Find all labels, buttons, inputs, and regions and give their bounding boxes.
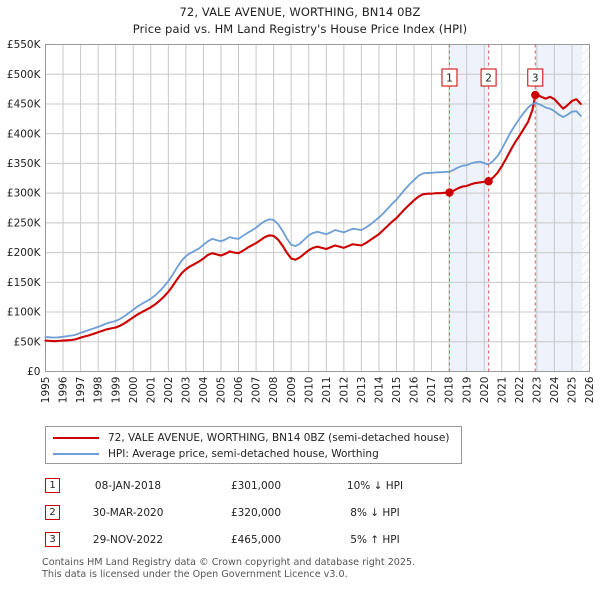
svg-text:£500K: £500K <box>7 69 42 81</box>
svg-text:2020: 2020 <box>479 377 491 404</box>
svg-text:2025: 2025 <box>567 377 579 404</box>
svg-text:1995: 1995 <box>40 377 52 404</box>
marker-callout-1[interactable]: 1 <box>441 68 458 87</box>
svg-text:2015: 2015 <box>391 377 403 404</box>
svg-text:£100K: £100K <box>7 307 42 319</box>
x-axis-labels: 1995 1996 1997 1998 1999 2000 2001 2002 2003 2004… <box>40 376 596 403</box>
marker-callout-2[interactable]: 2 <box>480 68 497 87</box>
chart-legend: 72, VALE AVENUE, WORTHING, BN14 0BZ (sem… <box>45 426 462 464</box>
svg-text:£0: £0 <box>27 366 40 378</box>
svg-text:2014: 2014 <box>374 376 386 403</box>
svg-text:2024: 2024 <box>549 376 561 403</box>
svg-text:2026: 2026 <box>584 376 596 403</box>
svg-text:1996: 1996 <box>58 376 70 403</box>
txn-hpi-delta: 10% ↓ HPI <box>346 479 404 492</box>
svg-text:2011: 2011 <box>321 377 333 404</box>
svg-text:£550K: £550K <box>7 39 42 51</box>
txn-date: 30-MAR-2020 <box>92 506 164 519</box>
plot-frame <box>45 44 590 372</box>
svg-text:2009: 2009 <box>286 377 298 404</box>
svg-text:2021: 2021 <box>496 377 508 404</box>
svg-text:2010: 2010 <box>303 377 315 404</box>
svg-text:1: 1 <box>446 72 453 84</box>
svg-text:£250K: £250K <box>7 217 42 229</box>
txn-index-badge: 1 <box>45 478 60 493</box>
y-axis-labels: £0 £50K £100K £150K £200K £250K £300K £350K £400… <box>7 39 42 378</box>
svg-text:2016: 2016 <box>409 376 421 403</box>
txn-price: £301,000 <box>230 479 282 492</box>
transactions-table: 1 08-JAN-2018 £301,000 10% ↓ HPI 2 30-MA… <box>44 472 464 553</box>
svg-text:2007: 2007 <box>251 377 263 404</box>
svg-text:2008: 2008 <box>268 377 280 404</box>
table-row[interactable]: 3 29-NOV-2022 £465,000 5% ↑ HPI <box>44 526 464 553</box>
svg-text:1997: 1997 <box>75 377 87 404</box>
svg-text:2022: 2022 <box>514 377 526 404</box>
svg-text:£400K: £400K <box>7 128 42 140</box>
legend-label-hpi: HPI: Average price, semi-detached house,… <box>108 448 379 460</box>
txn-index-badge: 3 <box>45 532 60 547</box>
svg-text:£350K: £350K <box>7 158 42 170</box>
svg-text:£50K: £50K <box>14 336 42 348</box>
svg-text:2003: 2003 <box>180 377 192 404</box>
svg-text:2001: 2001 <box>145 377 157 404</box>
txn-date: 08-JAN-2018 <box>94 479 162 492</box>
svg-text:2013: 2013 <box>356 377 368 404</box>
marker-callouts[interactable]: 1 2 3 <box>441 68 544 87</box>
txn-price: £320,000 <box>230 506 282 519</box>
svg-text:3: 3 <box>532 72 539 84</box>
svg-text:£450K: £450K <box>7 99 42 111</box>
footer-attribution: Contains HM Land Registry data © Crown c… <box>42 557 582 580</box>
marker-dots <box>445 90 540 197</box>
table-row[interactable]: 1 08-JAN-2018 £301,000 10% ↓ HPI <box>44 472 464 499</box>
svg-text:1999: 1999 <box>110 377 122 404</box>
marker-callout-3[interactable]: 3 <box>527 68 544 87</box>
legend-item-hpi: HPI: Average price, semi-detached house,… <box>46 446 461 462</box>
svg-text:2005: 2005 <box>216 377 228 404</box>
txn-hpi-delta: 5% ↑ HPI <box>350 533 400 546</box>
txn-index-badge: 2 <box>45 505 60 520</box>
txn-date: 29-NOV-2022 <box>92 533 164 546</box>
svg-text:1998: 1998 <box>93 377 105 404</box>
txn-price: £465,000 <box>230 533 282 546</box>
page-title: 72, VALE AVENUE, WORTHING, BN14 0BZ Pric… <box>0 4 600 38</box>
title-line-2: Price paid vs. HM Land Registry's House … <box>132 22 468 36</box>
svg-text:2023: 2023 <box>531 377 543 404</box>
price-hpi-chart: £0 £50K £100K £150K £200K £250K £300K £350K £400… <box>7 39 596 403</box>
legend-item-property: 72, VALE AVENUE, WORTHING, BN14 0BZ (sem… <box>46 430 461 446</box>
footer-line-2: This data is licensed under the Open Gov… <box>42 568 348 580</box>
footer-line-1: Contains HM Land Registry data © Crown c… <box>42 557 416 568</box>
gridlines <box>45 44 590 372</box>
svg-text:2017: 2017 <box>426 377 438 404</box>
svg-text:£300K: £300K <box>7 188 42 200</box>
svg-text:2006: 2006 <box>233 376 245 403</box>
svg-text:2019: 2019 <box>461 377 473 404</box>
svg-text:2000: 2000 <box>128 377 140 404</box>
svg-text:£150K: £150K <box>7 277 42 289</box>
legend-swatch-hpi <box>53 453 99 455</box>
svg-text:2: 2 <box>485 72 492 84</box>
txn-hpi-delta: 8% ↓ HPI <box>350 506 400 519</box>
table-row[interactable]: 2 30-MAR-2020 £320,000 8% ↓ HPI <box>44 499 464 526</box>
svg-text:2002: 2002 <box>163 377 175 404</box>
svg-text:2004: 2004 <box>198 376 210 403</box>
legend-label-property: 72, VALE AVENUE, WORTHING, BN14 0BZ (sem… <box>108 432 450 444</box>
svg-text:£200K: £200K <box>7 247 42 259</box>
title-line-1: 72, VALE AVENUE, WORTHING, BN14 0BZ <box>179 5 421 19</box>
svg-text:2018: 2018 <box>444 377 456 404</box>
data-series <box>44 93 582 343</box>
svg-text:2012: 2012 <box>338 377 350 404</box>
legend-swatch-property <box>53 437 99 439</box>
